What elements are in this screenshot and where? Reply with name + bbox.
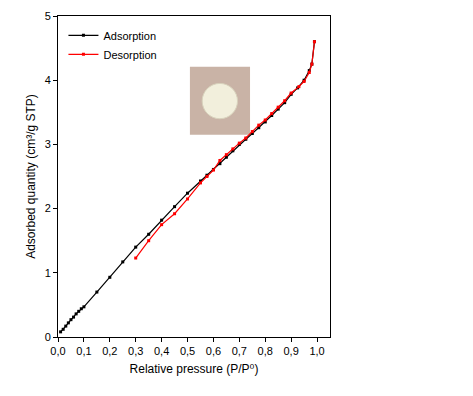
svg-text:0,9: 0,9 <box>283 345 298 357</box>
svg-text:3: 3 <box>45 138 51 150</box>
svg-text:0,3: 0,3 <box>128 345 143 357</box>
svg-text:5: 5 <box>45 10 51 22</box>
svg-text:0,0: 0,0 <box>50 345 65 357</box>
svg-text:0,5: 0,5 <box>180 345 195 357</box>
svg-text:0,6: 0,6 <box>206 345 221 357</box>
svg-text:Relative pressure (P/P⁰): Relative pressure (P/P⁰) <box>130 362 259 376</box>
svg-text:4: 4 <box>45 74 51 86</box>
svg-text:Desorption: Desorption <box>103 49 156 61</box>
svg-text:0,2: 0,2 <box>102 345 117 357</box>
svg-text:2: 2 <box>45 202 51 214</box>
svg-text:0,7: 0,7 <box>232 345 247 357</box>
svg-text:1: 1 <box>45 267 51 279</box>
svg-text:0,8: 0,8 <box>258 345 273 357</box>
svg-text:0,1: 0,1 <box>76 345 91 357</box>
svg-text:Adsorbed quantity (cm³/g STP): Adsorbed quantity (cm³/g STP) <box>24 94 38 259</box>
svg-text:0: 0 <box>45 331 51 343</box>
svg-text:Adsorption: Adsorption <box>103 30 156 42</box>
svg-text:0,4: 0,4 <box>154 345 169 357</box>
svg-text:1,0: 1,0 <box>309 345 324 357</box>
